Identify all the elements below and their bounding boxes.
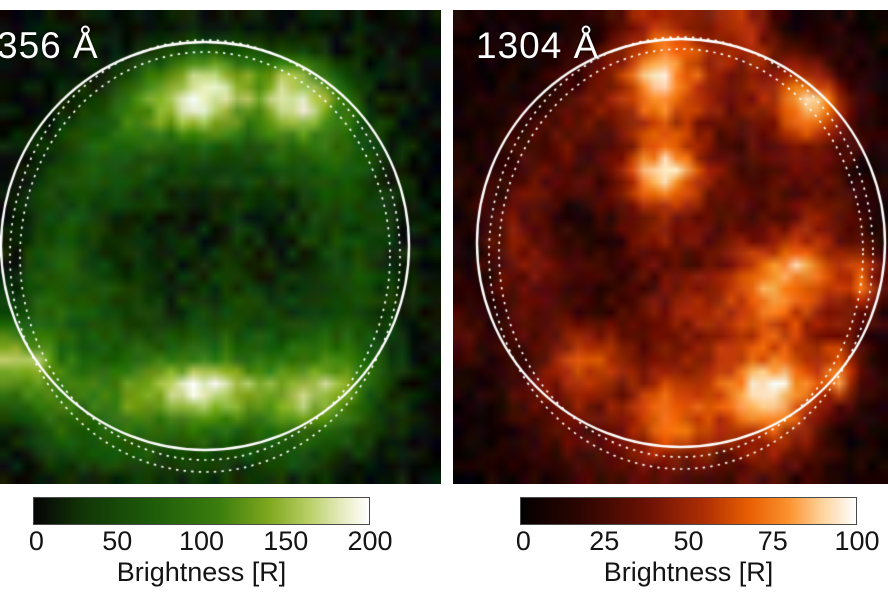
tick-label: 100: [834, 526, 880, 556]
tick-label: 100: [178, 526, 225, 556]
aurora-image-1356: [0, 10, 441, 484]
aurora-image-1304: [453, 10, 888, 484]
tick-label: 75: [757, 526, 788, 556]
colorbar-1356: [33, 497, 370, 525]
tick-label: 0: [28, 526, 44, 556]
tick-label: 200: [347, 526, 393, 556]
panel-1356: 356 Å: [0, 10, 441, 484]
colorbar-ticks-1304: 0 25 50 75 100: [516, 526, 880, 556]
wavelength-label-1304: 1304 Å: [476, 25, 600, 66]
colorbar-title-1356: Brightness [R]: [116, 557, 287, 587]
colorbar-ticks-1356: 0 50 100 150 200: [29, 526, 393, 556]
tick-label: 25: [589, 526, 620, 556]
colorbar-title-1304: Brightness [R]: [603, 557, 774, 587]
colorbar-1304: [520, 497, 857, 525]
tick-label: 50: [673, 526, 704, 556]
tick-label: 0: [515, 526, 531, 556]
wavelength-label-1356: 356 Å: [0, 25, 99, 66]
panel-1304: 1304 Å: [453, 10, 888, 484]
tick-label: 150: [263, 526, 309, 556]
tick-label: 50: [102, 526, 133, 556]
